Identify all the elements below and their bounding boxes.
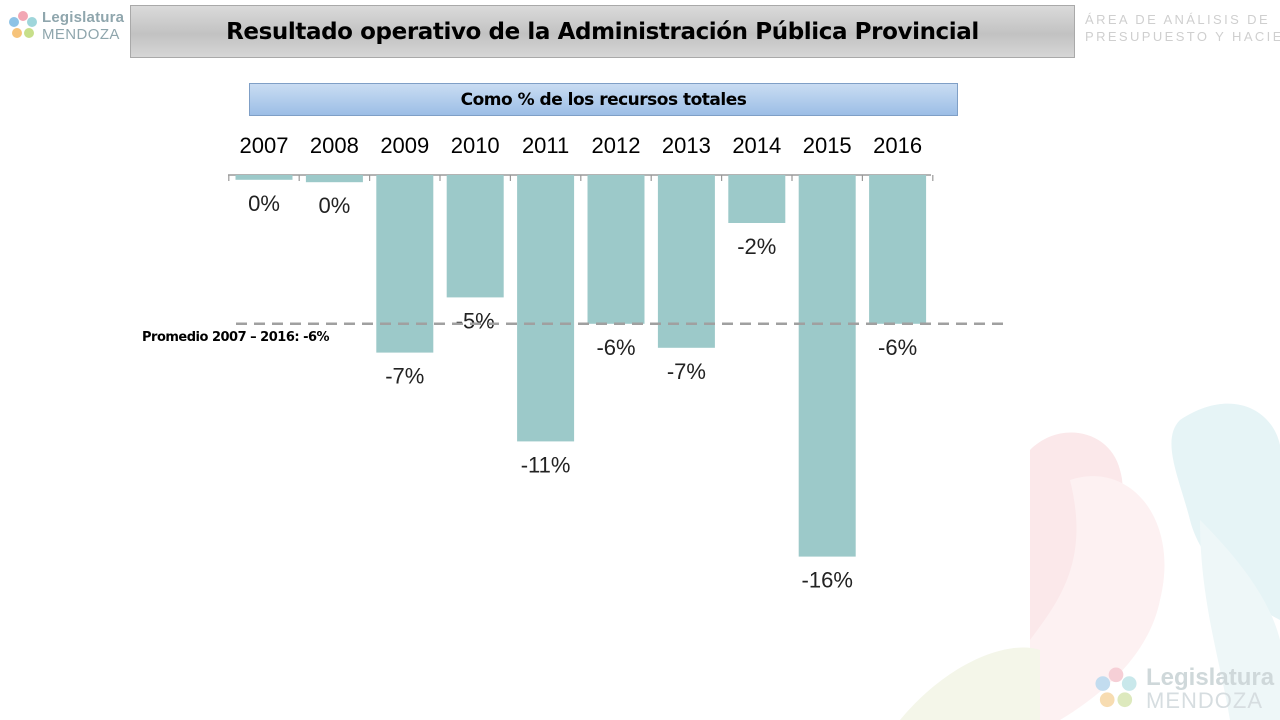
bar [376,175,434,353]
bar-value-label: -6% [596,335,635,360]
x-tick-label: 2007 [240,133,289,158]
logo-subname: MENDOZA [42,26,120,43]
logo-bottom-name: Legislatura [1146,664,1275,691]
flower-logo-icon [9,11,37,38]
bar [798,175,856,557]
bar-value-label: -16% [802,568,853,593]
x-tick-label: 2012 [592,133,641,158]
logo-name: Legislatura [42,9,125,26]
x-tick-label: 2014 [732,133,781,158]
x-tick-label: 2008 [310,133,359,158]
bar [728,175,786,223]
chart-title-bar: Como % de los recursos totales [249,83,958,116]
page-title-bar: Resultado operativo de la Administración… [130,5,1075,58]
legislatura-logo-bottom: Legislatura MENDOZA [1090,660,1274,716]
department-line-1: ÁREA DE ANÁLISIS DE [1085,12,1271,27]
x-tick-label: 2011 [522,133,569,158]
flower-logo-icon [1095,667,1137,708]
x-tick-label: 2010 [451,133,500,158]
bar-value-label: -6% [878,335,917,360]
department-label: ÁREA DE ANÁLISIS DE PRESUPUESTO Y HACIEN… [1085,11,1280,45]
legislatura-logo: Legislatura MENDOZA [6,6,126,46]
logo-bottom-subname: MENDOZA [1146,688,1263,713]
bar [305,175,363,183]
bar [446,175,504,298]
page-title: Resultado operativo de la Administración… [226,18,979,45]
bar-value-label: 0% [319,193,351,218]
bar [657,175,715,348]
bar-value-label: -7% [667,359,706,384]
x-tick-label: 2016 [873,133,922,158]
x-tick-label: 2013 [662,133,711,158]
bar-value-label: -5% [456,308,495,333]
bar-value-label: -11% [521,452,571,477]
bar [517,175,575,442]
bar [587,175,645,324]
x-tick-label: 2015 [803,133,852,158]
bar [235,175,293,180]
x-tick-label: 2009 [380,133,429,158]
bar [869,175,927,324]
chart-title: Como % de los recursos totales [460,89,747,110]
bar-value-label: 0% [248,191,280,216]
bar-value-label: -2% [737,234,776,259]
department-line-2: PRESUPUESTO Y HACIENDA [1085,29,1280,44]
bar-value-label: -7% [385,364,424,389]
average-line-label: Promedio 2007 – 2016: -6% [142,330,330,345]
